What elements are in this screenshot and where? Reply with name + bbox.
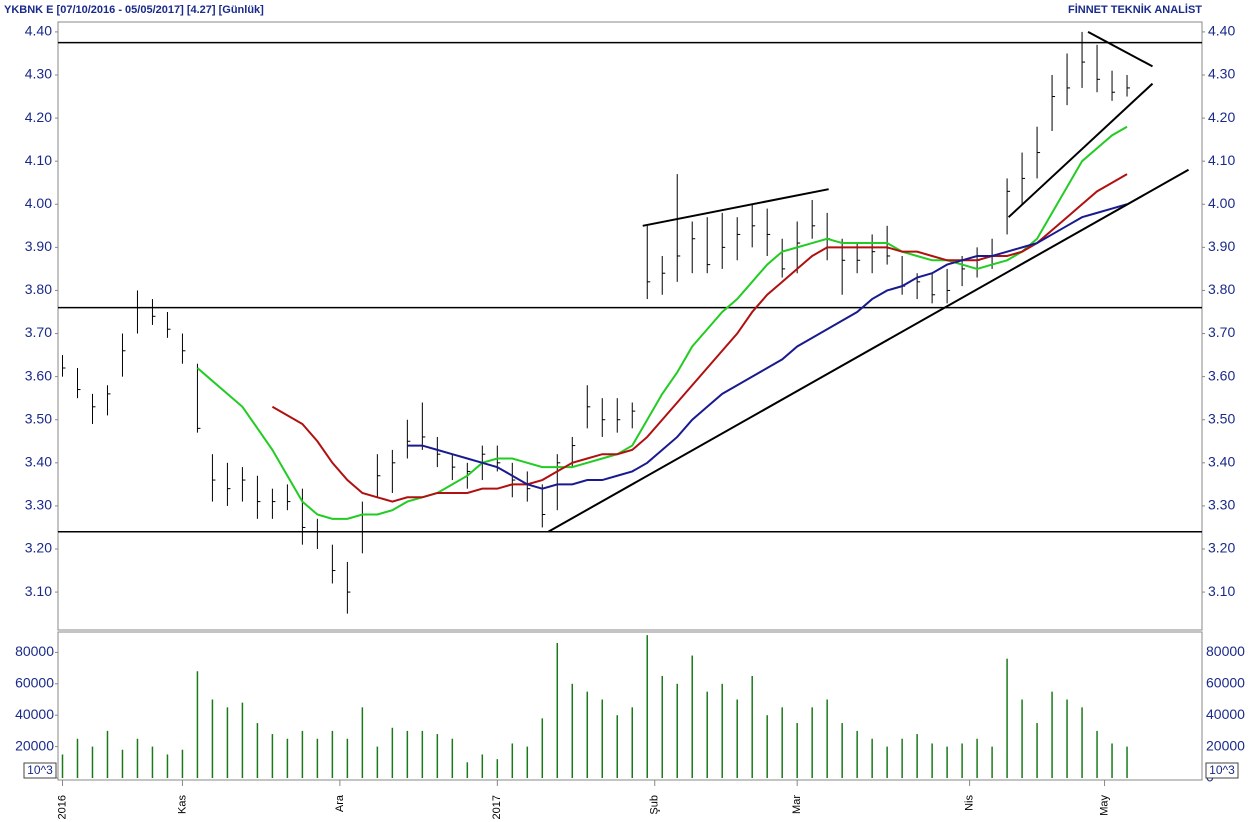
moving-average: [407, 203, 1128, 490]
x-tick-label: Ara: [334, 794, 346, 812]
y2-tick-label: 60000: [1206, 675, 1245, 691]
y-tick-label: 4.40: [25, 23, 52, 39]
x-tick-label: Şub: [649, 795, 661, 815]
unit-label: 10^3: [1209, 763, 1235, 777]
y2-tick-label: 3.20: [1208, 540, 1235, 556]
y-tick-label: 3.50: [25, 410, 52, 426]
source: FİNNET TEKNİK ANALİST: [1068, 3, 1202, 16]
trend-line: [642, 188, 829, 227]
x-tick-label: May: [1098, 795, 1110, 816]
y-tick-label: 3.70: [25, 324, 52, 340]
x-tick-label: Kas: [176, 795, 188, 814]
y2-tick-label: 3.10: [1208, 583, 1235, 599]
unit-box: [23, 762, 57, 779]
y2-tick-label: 3.60: [1208, 367, 1235, 383]
y2-tick-label: 80000: [1206, 643, 1245, 659]
y-tick-label: 40000: [15, 706, 54, 722]
moving-average: [196, 125, 1128, 520]
y2-tick-label: 4.20: [1208, 109, 1235, 125]
y2-tick-label: 4.10: [1208, 152, 1235, 168]
trend-line: [1007, 82, 1154, 218]
unit-label: 10^3: [27, 763, 53, 777]
y-tick-label: 4.10: [25, 152, 52, 168]
y-tick-label: 3.20: [25, 540, 52, 556]
y-tick-label: 3.30: [25, 497, 52, 513]
x-tick-label: 2017: [491, 795, 503, 819]
price-frame: [57, 21, 1203, 631]
y-tick-label: 3.90: [25, 238, 52, 254]
unit-box: [1205, 762, 1239, 779]
y2-tick-label: 40000: [1206, 706, 1245, 722]
y2-tick-label: 3.90: [1208, 238, 1235, 254]
y2-tick-label: 3.50: [1208, 410, 1235, 426]
y2-tick-label: 3.70: [1208, 324, 1235, 340]
y2-tick-label: 3.80: [1208, 281, 1235, 297]
x-tick-label: Nis: [964, 795, 976, 811]
y-tick-label: 3.10: [25, 583, 52, 599]
y-tick-label: 4.30: [25, 66, 52, 82]
y-tick-label: 4.00: [25, 195, 52, 211]
y-tick-label: 3.80: [25, 281, 52, 297]
y-tick-label: 60000: [15, 675, 54, 691]
y2-tick-label: 4.30: [1208, 66, 1235, 82]
y2-tick-label: 20000: [1206, 737, 1245, 753]
x-tick-label: Mar: [791, 795, 803, 814]
moving-average: [271, 173, 1128, 503]
y-tick-label: 20000: [15, 737, 54, 753]
y2-tick-label: 3.30: [1208, 497, 1235, 513]
y2-tick-label: 4.40: [1208, 23, 1235, 39]
y2-tick-label: 3.40: [1208, 454, 1235, 470]
trend-line: [1087, 31, 1153, 68]
trend-line: [547, 168, 1189, 533]
volume-frame: [57, 631, 1203, 781]
y2-tick-label: 4.00: [1208, 195, 1235, 211]
y-tick-label: 3.40: [25, 454, 52, 470]
y-tick-label: 3.60: [25, 367, 52, 383]
x-tick-label: 2016: [56, 795, 68, 819]
chart-title: YKBNK E [07/10/2016 - 05/05/2017] [4.27]…: [4, 4, 264, 16]
y-tick-label: 80000: [15, 643, 54, 659]
y-tick-label: 4.20: [25, 109, 52, 125]
